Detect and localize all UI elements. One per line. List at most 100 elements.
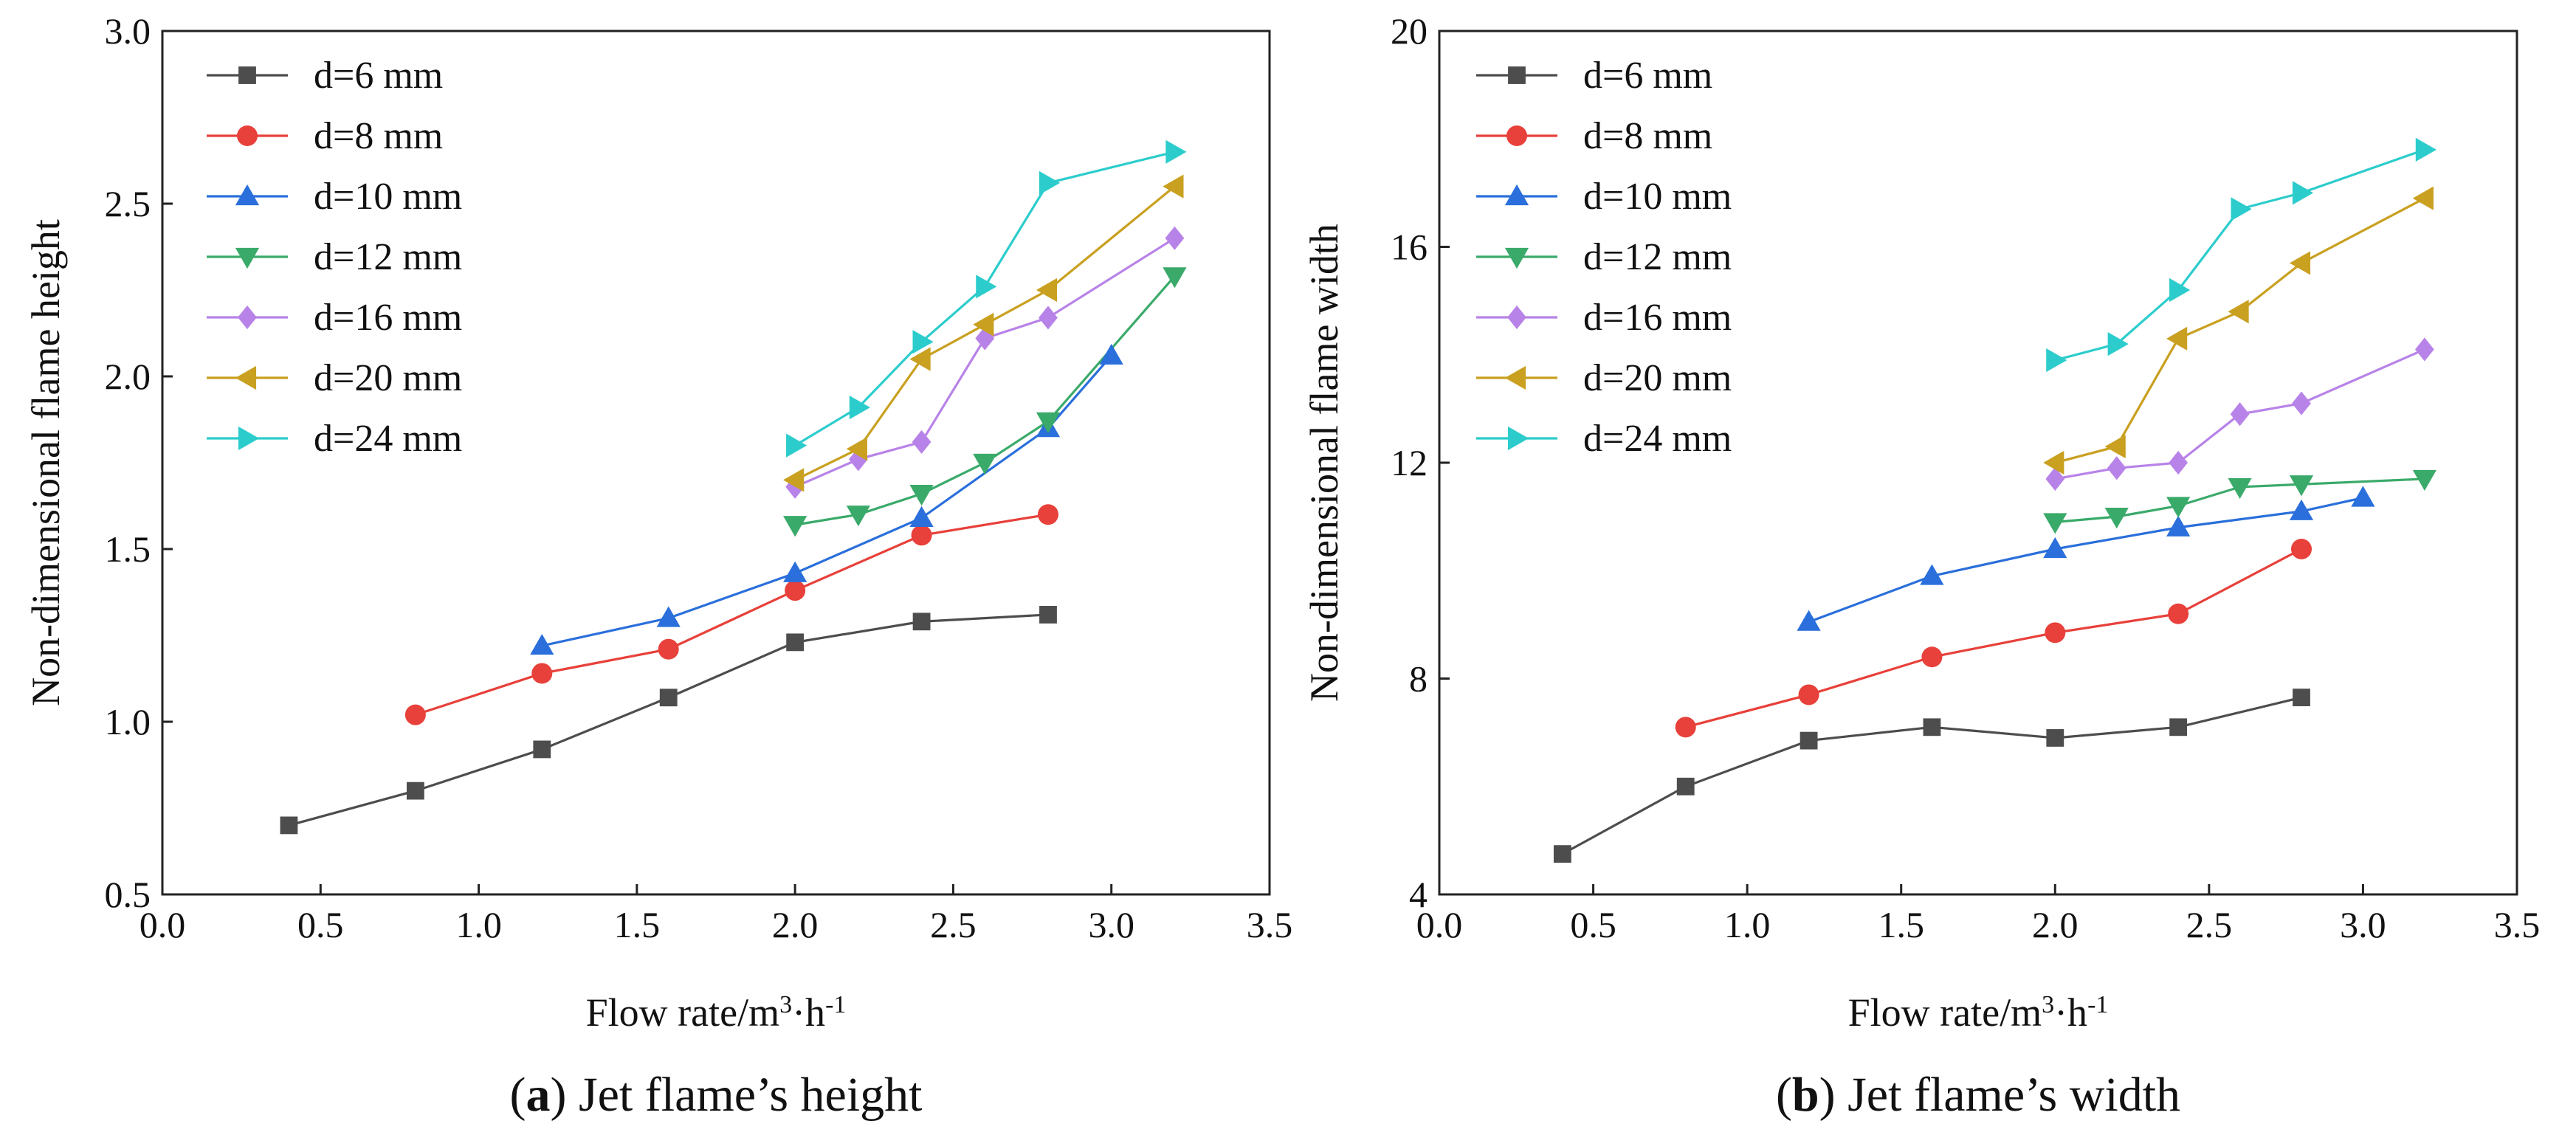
y-tick-label: 1.0	[105, 701, 151, 742]
data-point	[2412, 469, 2436, 491]
legend-label: d=20 mm	[314, 357, 462, 399]
data-point	[909, 506, 934, 527]
data-point	[2293, 689, 2310, 706]
y-tick-label: 4	[1409, 874, 1428, 915]
caption-a: (a) Jet flame’s height	[509, 1068, 922, 1122]
legend-item: d=12 mm	[1476, 236, 1732, 278]
data-point	[1676, 777, 1695, 796]
data-point	[911, 525, 932, 546]
plot-frame	[1438, 30, 2518, 896]
data-point	[2104, 508, 2129, 529]
data-point	[912, 613, 931, 631]
data-point	[2414, 337, 2434, 362]
series-line-d-20-mm	[794, 185, 1176, 481]
data-point	[530, 633, 554, 655]
data-point	[1923, 718, 1941, 736]
data-point	[973, 453, 997, 475]
data-point	[1165, 226, 1185, 250]
data-point	[2291, 539, 2312, 559]
data-point	[1163, 267, 1187, 289]
data-point	[533, 740, 551, 759]
series-line-d-10-mm	[541, 354, 1112, 647]
data-point	[909, 347, 931, 371]
data-point	[1036, 412, 1061, 433]
data-point	[2169, 450, 2188, 475]
data-point	[2415, 137, 2436, 162]
legend-item: d=20 mm	[1476, 357, 1732, 399]
y-tick-label: 16	[1391, 227, 1428, 268]
legend-item: d=20 mm	[207, 357, 462, 399]
data-point	[2043, 537, 2067, 559]
data-point	[531, 663, 553, 684]
data-point	[659, 689, 678, 707]
data-point	[1920, 564, 1944, 585]
legend-label: d=20 mm	[1583, 357, 1732, 399]
series-line-d-16-mm	[794, 237, 1176, 489]
legend-marker	[1504, 365, 1526, 390]
data-point	[2046, 348, 2067, 373]
legend-label: d=8 mm	[1583, 115, 1712, 157]
legend-label: d=12 mm	[1583, 236, 1732, 278]
data-point	[2292, 391, 2311, 415]
y-tick-label: 0.5	[105, 874, 151, 915]
x-tick-label: 2.0	[772, 904, 819, 945]
data-point	[656, 606, 681, 627]
axis-ticks: 0.0 0.5 1.0 1.5 2.0 2.5 3.0 3.50.51.01.52.02.53…	[105, 10, 1293, 945]
legend-item: d=6 mm	[207, 55, 443, 97]
legend-marker	[238, 305, 257, 330]
data-point	[2231, 197, 2252, 221]
legend-label: d=8 mm	[314, 115, 443, 157]
x-tick-label: 1.0	[1724, 904, 1771, 945]
y-tick-label: 2.0	[105, 356, 151, 397]
x-tick-label: 2.0	[2032, 904, 2079, 945]
x-tick-label: 0.5	[1570, 904, 1616, 945]
y-tick-label: 8	[1409, 658, 1428, 700]
x-tick-label: 1.5	[614, 904, 661, 945]
legend-label: d=24 mm	[1583, 418, 1732, 460]
series-markers	[280, 139, 1187, 835]
data-point	[1036, 277, 1058, 303]
legend-label: d=10 mm	[1583, 176, 1732, 218]
data-point	[849, 396, 870, 420]
data-point	[1553, 845, 1571, 863]
data-point	[846, 506, 870, 527]
legend-item: d=8 mm	[207, 115, 443, 157]
series-line-d-8-mm	[415, 513, 1049, 717]
series-markers	[1553, 137, 2436, 863]
data-point	[1921, 646, 1943, 668]
data-point	[2289, 475, 2314, 497]
data-point	[1798, 684, 1819, 706]
data-point	[2166, 515, 2191, 537]
data-point	[2228, 477, 2252, 500]
series-line-d-24-mm	[794, 151, 1175, 446]
data-point	[783, 561, 807, 582]
x-tick-label: 3.0	[1088, 904, 1134, 945]
data-point	[1797, 610, 1821, 631]
legend-marker	[235, 184, 260, 206]
data-point	[2166, 497, 2191, 518]
legend-marker	[1506, 125, 1527, 146]
x-axis-title: Flow rate/m3·h-1	[586, 990, 847, 1035]
data-point	[1099, 343, 1123, 365]
x-tick-label: 3.0	[2340, 904, 2386, 945]
data-point	[912, 429, 931, 455]
data-point	[1039, 606, 1057, 624]
y-tick-label: 20	[1391, 10, 1428, 52]
legend-marker	[1504, 247, 1529, 269]
data-point	[912, 330, 934, 354]
x-tick-label: 2.5	[2186, 904, 2233, 945]
x-tick-label: 3.5	[1247, 904, 1293, 945]
data-point	[846, 437, 867, 461]
x-tick-label: 0.0	[1416, 904, 1463, 945]
y-tick-label: 3.0	[105, 10, 151, 52]
data-point	[1163, 174, 1184, 199]
series-line-d-16-mm	[2055, 348, 2425, 480]
legend-marker	[1504, 184, 1529, 206]
data-point	[2412, 186, 2434, 210]
legend-marker	[1508, 66, 1526, 84]
data-point	[1800, 731, 1818, 750]
data-point	[2351, 486, 2375, 507]
data-point	[1038, 504, 1058, 525]
series-line-d-12-mm	[794, 275, 1176, 526]
